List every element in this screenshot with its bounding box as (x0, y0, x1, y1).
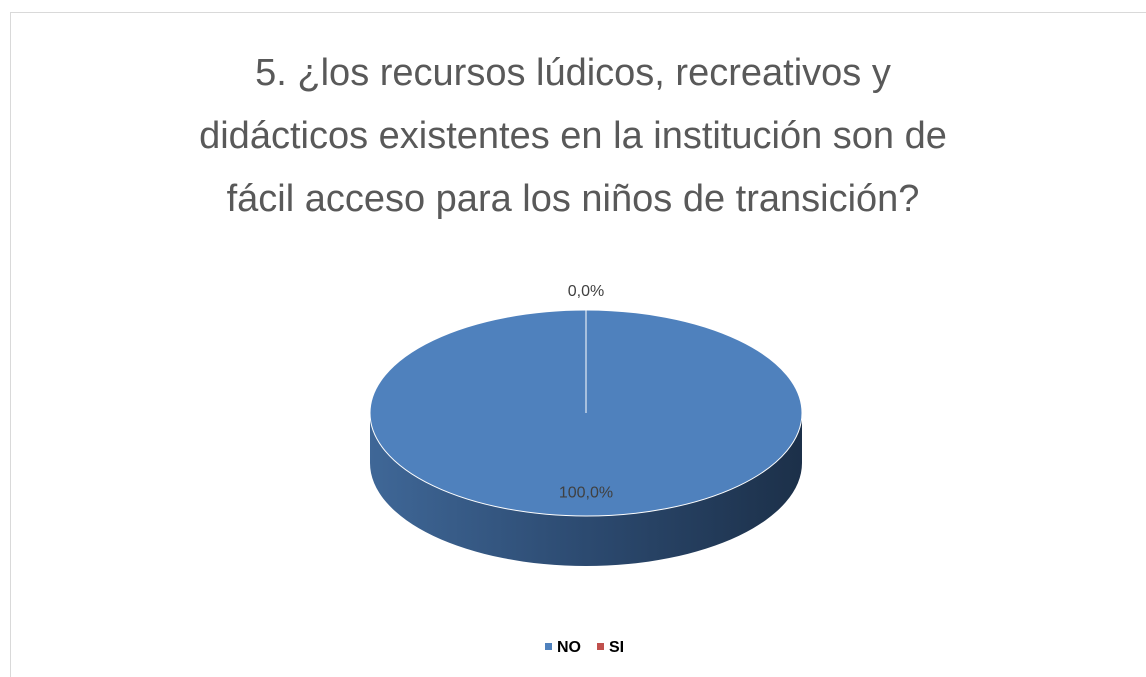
pie-side (370, 413, 802, 566)
legend-swatch (597, 643, 604, 650)
chart-frame (10, 12, 1146, 677)
legend-swatch (545, 643, 552, 650)
chart-title: 5. ¿los recursos lúdicos, recreativos y … (199, 52, 947, 220)
legend-label: SI (609, 639, 624, 656)
data-label: 100,0% (559, 485, 613, 502)
legend-label: NO (557, 639, 581, 656)
data-label: 0,0% (568, 283, 604, 300)
